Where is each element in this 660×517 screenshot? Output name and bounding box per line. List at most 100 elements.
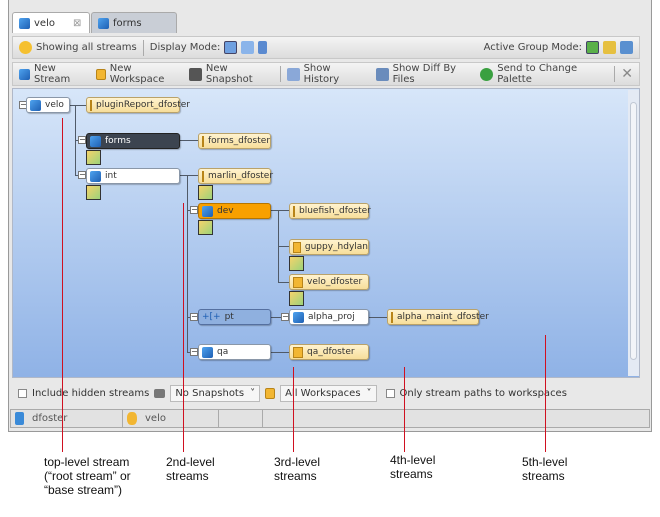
group-mode-stream-icon[interactable]: [620, 41, 633, 54]
show-history-button[interactable]: Show History: [303, 63, 340, 85]
new-workspace-button[interactable]: New Workspace: [109, 63, 165, 85]
workspace-node-qa-dfoster[interactable]: qa_dfoster: [289, 344, 369, 360]
vertical-scrollbar[interactable]: [628, 90, 639, 376]
dropdown-value: All Workspaces: [285, 387, 361, 399]
stream-node-dev[interactable]: dev: [198, 203, 271, 219]
collapse-toggle[interactable]: −: [281, 312, 289, 321]
change-package-icon[interactable]: [198, 185, 213, 200]
user-icon: [15, 412, 24, 425]
collapse-toggle[interactable]: −: [190, 347, 198, 356]
collapse-toggle[interactable]: −: [78, 170, 86, 179]
tree-mode-icon[interactable]: [224, 41, 238, 54]
annotation-label: 5th-level streams: [522, 455, 568, 483]
new-snapshot-icon: [188, 67, 202, 81]
send-to-change-palette-button[interactable]: Send to Change Palette: [497, 63, 578, 85]
tab-velo[interactable]: velo ⊠: [12, 12, 90, 33]
close-icon[interactable]: ⊠: [72, 17, 82, 29]
filter-status[interactable]: Showing all streams: [36, 42, 137, 53]
user-name: dfoster: [32, 413, 68, 424]
stream-icon: [293, 311, 304, 323]
table-mode-icon[interactable]: [241, 41, 255, 54]
node-label: dev: [217, 206, 234, 216]
workspace-node-bluefish-dfoster[interactable]: bluefish_dfoster: [289, 203, 371, 219]
workspace-icon: [293, 346, 303, 358]
change-package-icon[interactable]: [289, 291, 304, 306]
connector-line: [180, 175, 198, 176]
list-mode-icon[interactable]: [258, 41, 268, 54]
options-bar: Include hidden streams No Snapshots ˅ All…: [12, 382, 640, 404]
include-hidden-checkbox[interactable]: [18, 388, 27, 398]
dropdown-value: No Snapshots: [175, 387, 245, 399]
status-bar: dfoster velo: [10, 409, 650, 428]
collapse-toggle[interactable]: −: [78, 135, 86, 144]
connector-line: [187, 175, 188, 353]
stream-icon: [30, 99, 41, 111]
collapse-toggle[interactable]: −: [190, 205, 198, 214]
node-label: forms_dfoster: [208, 136, 271, 146]
star-icon: [19, 41, 32, 54]
group-mode-workspace-icon[interactable]: [603, 41, 616, 54]
workspace-icon: [293, 205, 295, 217]
new-stream-button[interactable]: New Stream: [34, 63, 71, 85]
collapse-toggle[interactable]: −: [190, 312, 198, 321]
diff-icon: [375, 67, 389, 81]
node-label: marlin_dfoster: [208, 171, 274, 181]
stream-node-int[interactable]: int: [86, 168, 180, 184]
change-package-icon[interactable]: [86, 150, 101, 165]
node-label: guppy_hdylan: [304, 242, 368, 252]
status-user: dfoster: [11, 410, 123, 427]
view-toolbar: Showing all streams Display Mode: Active…: [12, 36, 640, 59]
show-diff-button[interactable]: Show Diff By Files: [392, 63, 457, 85]
workspace-node-alpha-maint-dfoster[interactable]: alpha_maint_dfoster: [387, 309, 489, 325]
stream-node-alpha-proj[interactable]: alpha_proj: [289, 309, 369, 325]
stream-node-forms[interactable]: forms: [86, 133, 180, 149]
close-icon[interactable]: ✕: [621, 66, 633, 82]
stream-node-qa[interactable]: qa: [198, 344, 271, 360]
connector-line: [278, 246, 289, 247]
include-hidden-label: Include hidden streams: [32, 387, 150, 399]
workspace-node-pluginreport-dfoster[interactable]: pluginReport_dfoster: [86, 97, 190, 113]
divider: [142, 39, 144, 56]
change-package-icon[interactable]: [289, 256, 304, 271]
annotation-line: [62, 118, 63, 452]
node-label: pluginReport_dfoster: [96, 100, 191, 110]
status-depot: velo: [123, 410, 219, 427]
connector-line: [271, 352, 289, 353]
annotation-label: top-level stream (“root stream” or “base…: [44, 455, 131, 497]
node-label: forms: [105, 136, 131, 146]
stream-icon: [202, 346, 213, 358]
group-mode-all-icon[interactable]: [586, 41, 599, 54]
connector-line: [271, 210, 289, 211]
stream-node-pt[interactable]: +[+ pt: [198, 309, 271, 325]
divider: [614, 66, 616, 82]
stream-icon: [98, 17, 109, 29]
stream-icon: [19, 17, 30, 29]
workspace-node-guppy-hdylan[interactable]: guppy_hdylan: [289, 239, 369, 255]
stream-node-velo[interactable]: velo: [26, 97, 70, 113]
tab-label: forms: [113, 17, 142, 29]
chevron-down-icon: ˅: [366, 387, 372, 399]
workspace-node-marlin-dfoster[interactable]: marlin_dfoster: [198, 168, 274, 184]
node-label: velo_dfoster: [307, 277, 363, 287]
depot-name: velo: [145, 413, 166, 424]
tab-forms[interactable]: forms: [91, 12, 177, 33]
workspace-icon: [202, 135, 204, 147]
workspaces-dropdown[interactable]: All Workspaces ˅: [280, 384, 377, 402]
node-label: int: [105, 171, 117, 181]
change-package-icon[interactable]: [86, 185, 101, 200]
annotation-line: [404, 367, 405, 452]
workspace-icon: [265, 387, 276, 399]
only-paths-checkbox[interactable]: [385, 388, 395, 398]
workspace-node-velo-dfoster[interactable]: velo_dfoster: [289, 274, 369, 290]
node-label: alpha_maint_dfoster: [397, 312, 489, 322]
new-stream-icon: [19, 68, 30, 80]
workspace-icon: [202, 170, 204, 182]
node-label: pt: [224, 312, 234, 322]
snapshots-dropdown[interactable]: No Snapshots ˅: [170, 384, 261, 402]
connector-line: [369, 317, 387, 318]
new-snapshot-button[interactable]: New Snapshot: [205, 63, 253, 85]
chevron-down-icon: ˅: [250, 387, 256, 399]
annotation-label: 3rd-level streams: [274, 455, 321, 483]
change-package-icon[interactable]: [198, 220, 213, 235]
workspace-node-forms-dfoster[interactable]: forms_dfoster: [198, 133, 271, 149]
